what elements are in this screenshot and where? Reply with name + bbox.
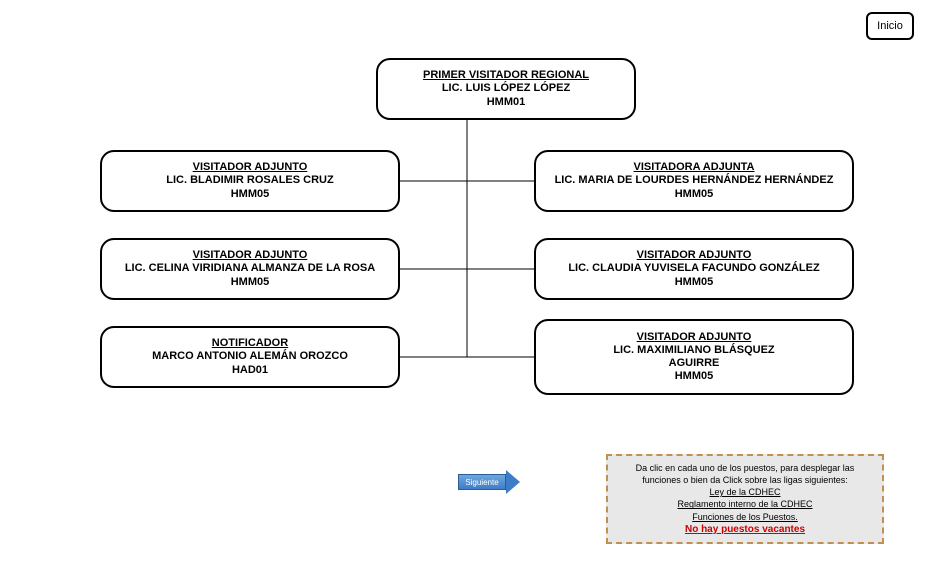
node-right-1[interactable]: VISITADOR ADJUNTO LIC. CLAUDIA YUVISELA …	[534, 238, 854, 300]
siguiente-arrow[interactable]: Siguiente	[458, 471, 528, 493]
node-title: VISITADOR ADJUNTO	[193, 249, 308, 262]
node-name: LIC. MARIA DE LOURDES HERNÁNDEZ HERNÁNDE…	[555, 174, 834, 187]
note-link-ley[interactable]: Ley de la CDHEC	[709, 487, 780, 497]
inicio-label: Inicio	[877, 20, 903, 32]
node-name: LIC. LUIS LÓPEZ LÓPEZ	[442, 82, 570, 95]
node-code: HMM01	[487, 96, 526, 109]
node-title: VISITADOR ADJUNTO	[193, 161, 308, 174]
node-code: HMM05	[231, 188, 270, 201]
node-primer-visitador[interactable]: PRIMER VISITADOR REGIONAL LIC. LUIS LÓPE…	[376, 58, 636, 120]
node-code: HAD01	[232, 364, 268, 377]
node-code: HMM05	[675, 188, 714, 201]
note-link-funciones[interactable]: Funciones de los Puestos.	[692, 512, 798, 522]
node-code: HMM05	[675, 370, 714, 383]
node-name: LIC. BLADIMIR ROSALES CRUZ	[166, 174, 333, 187]
note-warn: No hay puestos vacantes	[618, 523, 872, 537]
siguiente-label: Siguiente	[465, 478, 498, 487]
inicio-button[interactable]: Inicio	[866, 12, 914, 40]
node-name: LIC. MAXIMILIANO BLÁSQUEZ	[613, 344, 774, 357]
node-right-0[interactable]: VISITADORA ADJUNTA LIC. MARIA DE LOURDES…	[534, 150, 854, 212]
node-name: LIC. CLAUDIA YUVISELA FACUNDO GONZÁLEZ	[568, 262, 819, 275]
node-left-2[interactable]: NOTIFICADOR MARCO ANTONIO ALEMÁN OROZCO …	[100, 326, 400, 388]
node-title: PRIMER VISITADOR REGIONAL	[423, 69, 589, 82]
node-title: NOTIFICADOR	[212, 337, 288, 350]
node-name2: AGUIRRE	[669, 357, 720, 370]
note-line2: funciones o bien da Click sobre las liga…	[618, 474, 872, 486]
node-left-0[interactable]: VISITADOR ADJUNTO LIC. BLADIMIR ROSALES …	[100, 150, 400, 212]
node-name: MARCO ANTONIO ALEMÁN OROZCO	[152, 350, 348, 363]
node-title: VISITADOR ADJUNTO	[637, 331, 752, 344]
node-title: VISITADORA ADJUNTA	[634, 161, 755, 174]
node-left-1[interactable]: VISITADOR ADJUNTO LIC. CELINA VIRIDIANA …	[100, 238, 400, 300]
node-name: LIC. CELINA VIRIDIANA ALMANZA DE LA ROSA	[125, 262, 375, 275]
node-right-2[interactable]: VISITADOR ADJUNTO LIC. MAXIMILIANO BLÁSQ…	[534, 319, 854, 395]
note-line1: Da clic en cada uno de los puestos, para…	[618, 462, 872, 474]
node-code: HMM05	[675, 276, 714, 289]
node-code: HMM05	[231, 276, 270, 289]
note-link-reglamento[interactable]: Reglamento interno de la CDHEC	[677, 499, 812, 509]
node-title: VISITADOR ADJUNTO	[637, 249, 752, 262]
arrow-head-icon	[506, 470, 520, 494]
note-box: Da clic en cada uno de los puestos, para…	[606, 454, 884, 544]
